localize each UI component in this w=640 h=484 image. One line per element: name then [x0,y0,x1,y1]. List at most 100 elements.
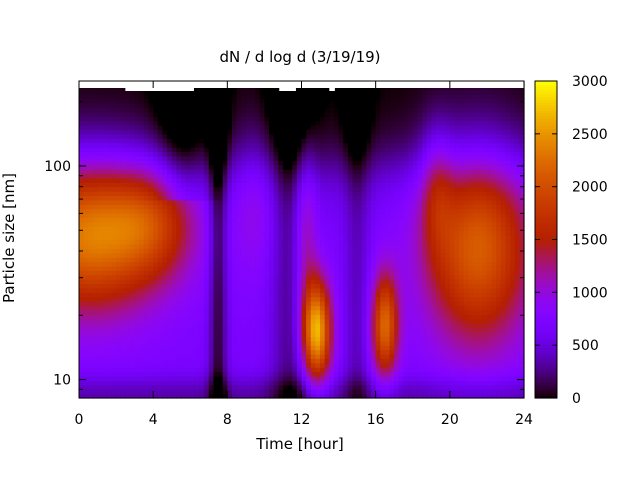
heatmap-cell [357,182,363,188]
heatmap-cell [106,265,113,271]
heatmap-cell [296,279,303,285]
heatmap-cell [88,257,94,263]
heatmap-cell [120,221,126,227]
heatmap-cell [347,120,354,126]
heatmap-cell [157,375,164,381]
heatmap-cell [79,287,85,293]
heatmap-cell [204,98,210,104]
heatmap-cell [255,393,261,399]
heatmap-cell [185,349,191,355]
heatmap-cell [129,279,136,285]
heatmap-cell [269,248,275,254]
heatmap-cell [143,367,150,373]
heatmap-cell [250,103,256,109]
heatmap-cell [116,305,122,311]
heatmap-cell [329,375,335,381]
heatmap-cell [79,345,85,351]
heatmap-cell [208,287,215,293]
heatmap-cell [102,358,108,364]
heatmap-cell [259,279,266,285]
heatmap-cell [310,380,317,386]
heatmap-cell [380,182,386,188]
heatmap-cell [143,235,150,241]
heatmap-cell [320,235,326,241]
heatmap-cell [134,292,140,298]
heatmap-cell [245,213,252,219]
heatmap-cell [343,186,349,192]
heatmap-cell [106,274,113,280]
heatmap-cell [389,103,395,109]
heatmap-cell [301,393,307,399]
heatmap-cell [292,279,298,285]
heatmap-cell [157,393,164,399]
heatmap-cell [352,235,358,241]
heatmap-cell [125,89,131,95]
heatmap-cell [306,292,312,298]
heatmap-cell [357,133,363,139]
heatmap-cell [227,287,233,293]
heatmap-cell [310,283,317,289]
heatmap-cell [204,301,210,307]
heatmap-cell [222,305,228,311]
heatmap-cell [389,252,395,258]
heatmap-cell [394,133,400,139]
heatmap-cell [218,103,224,109]
heatmap-cell [301,375,307,381]
heatmap-cell [194,182,201,188]
heatmap-cell [180,173,187,179]
heatmap-cell [241,226,247,232]
heatmap-cell [185,164,191,170]
heatmap-cell [241,138,247,144]
heatmap-cell [310,182,317,188]
heatmap-cell [134,120,140,126]
heatmap-cell [333,191,340,197]
heatmap-cell [222,195,228,201]
heatmap-cell [167,243,173,249]
heatmap-cell [357,371,363,377]
heatmap-cell [250,120,256,126]
heatmap-cell [296,133,303,139]
heatmap-cell [347,358,354,364]
heatmap-cell [129,345,136,351]
heatmap-cell [315,252,321,258]
heatmap-cell [259,142,266,148]
heatmap-cell [394,367,400,373]
heatmap-cell [218,164,224,170]
heatmap-cell [324,164,330,170]
heatmap-cell [167,204,173,210]
heatmap-cell [231,248,238,254]
heatmap-cell [134,367,140,373]
heatmap-cell [338,283,344,289]
heatmap-cell [269,393,275,399]
heatmap-cell [185,389,191,395]
heatmap-cell [347,279,354,285]
heatmap-cell [157,367,164,373]
heatmap-cell [371,362,377,368]
heatmap-cell [347,327,354,333]
heatmap-cell [236,274,242,280]
heatmap-cell [157,138,164,144]
heatmap-cell [139,94,145,100]
heatmap-cell [79,103,85,109]
heatmap-cell [357,107,363,113]
heatmap-cell [222,248,228,254]
heatmap-cell [250,164,256,170]
heatmap-cell [398,393,405,399]
heatmap-cell [171,103,177,109]
heatmap-cell [88,230,94,236]
heatmap-cell [204,345,210,351]
heatmap-cell [310,340,317,346]
heatmap-cell [278,274,284,280]
heatmap-cell [278,107,284,113]
heatmap-cell [208,362,215,368]
heatmap-cell [264,98,270,104]
heatmap-cell [301,116,307,122]
heatmap-cell [218,94,224,100]
heatmap-cell [218,138,224,144]
heatmap-cell [167,305,173,311]
heatmap-cell [102,340,108,346]
heatmap-cell [116,195,122,201]
heatmap-cell [269,213,275,219]
heatmap-cell [255,265,261,271]
heatmap-cell [333,129,340,135]
